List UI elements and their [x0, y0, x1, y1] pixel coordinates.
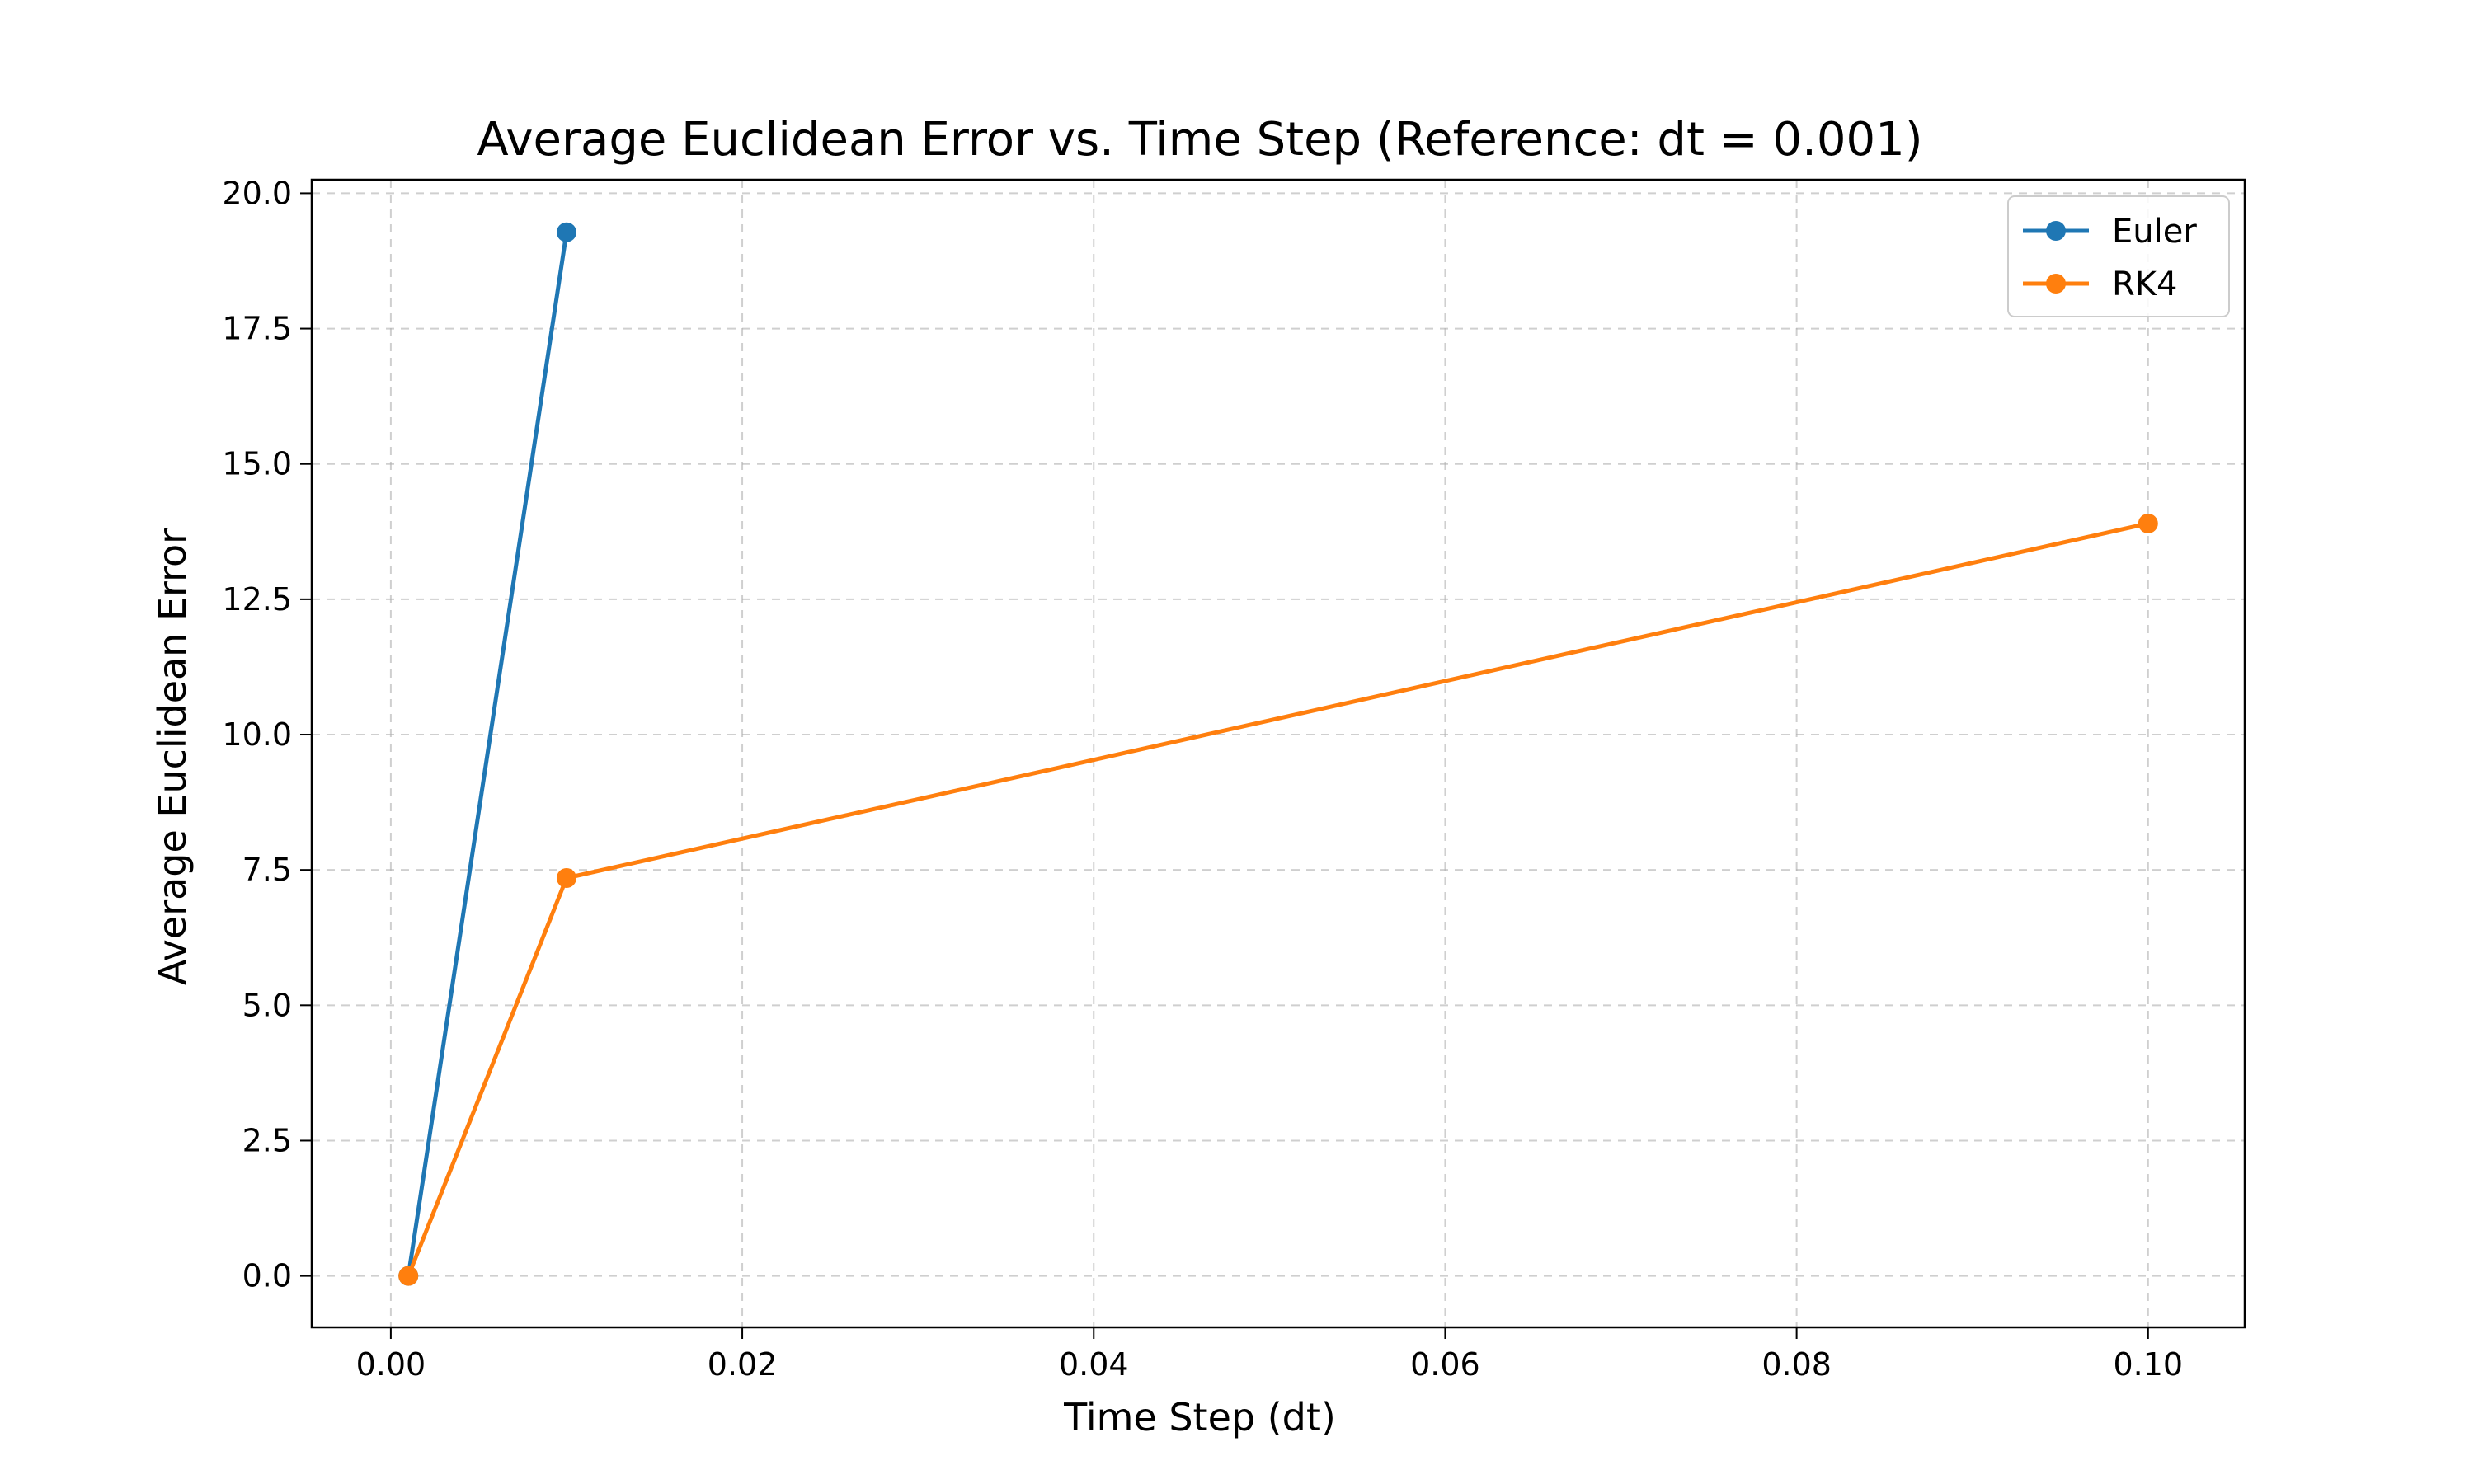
- series-rk4: [398, 513, 2158, 1286]
- y-tick-label: 7.5: [242, 852, 292, 888]
- chart-title: Average Euclidean Error vs. Time Step (R…: [477, 113, 1922, 167]
- y-tick-label: 12.5: [222, 581, 292, 618]
- y-tick-label: 10.0: [222, 716, 292, 753]
- x-tick-label: 0.02: [708, 1346, 778, 1383]
- x-tick-label: 0.04: [1059, 1346, 1129, 1383]
- data-point-rk4: [556, 868, 576, 889]
- data-point-rk4: [398, 1266, 419, 1286]
- data-point-euler: [556, 222, 576, 242]
- x-tick-label: 0.10: [2113, 1346, 2183, 1383]
- y-tick-label: 15.0: [222, 446, 292, 482]
- y-tick-label: 5.0: [242, 987, 292, 1023]
- x-axis-ticks: 0.00 0.02 0.04 0.06 0.08 0.10: [356, 1327, 2183, 1383]
- y-tick-label: 2.5: [242, 1122, 292, 1158]
- x-tick-label: 0.08: [1761, 1346, 1832, 1383]
- data-point-rk4: [2138, 513, 2158, 533]
- legend-label-rk4: RK4: [2112, 265, 2177, 303]
- legend: Euler RK4: [2007, 195, 2230, 317]
- y-axis-label: Average Euclidean Error: [150, 528, 195, 985]
- y-axis-ticks: 0.0 2.5 5.0 7.5 10.0 12.5 15.0 17.5 20.0: [222, 175, 312, 1294]
- y-tick-label: 17.5: [222, 311, 292, 347]
- grid: [312, 180, 2245, 1327]
- x-tick-label: 0.00: [356, 1346, 426, 1383]
- y-tick-label: 20.0: [222, 175, 292, 211]
- legend-item-euler: Euler: [2023, 213, 2197, 251]
- legend-label-euler: Euler: [2112, 213, 2197, 251]
- plot-series: [398, 222, 2158, 1286]
- legend-marker-euler: [2046, 221, 2066, 241]
- legend-item-rk4: RK4: [2023, 265, 2177, 303]
- x-axis-label: Time Step (dt): [1063, 1395, 1336, 1439]
- x-tick-label: 0.06: [1410, 1346, 1480, 1383]
- legend-marker-rk4: [2046, 274, 2066, 294]
- y-tick-label: 0.0: [242, 1258, 292, 1294]
- plot-frame: [310, 178, 2246, 1329]
- series-line-euler: [406, 232, 569, 1276]
